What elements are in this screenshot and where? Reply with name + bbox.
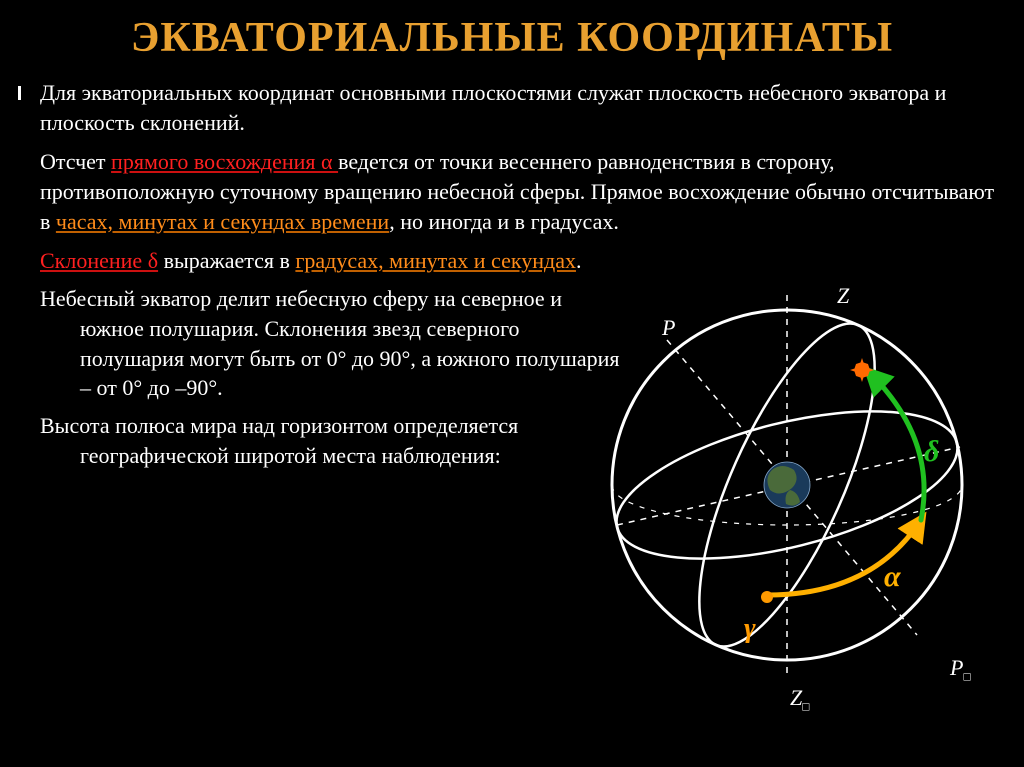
celestial-sphere-diagram: Z P Z□ P□ δ α γ (572, 265, 1002, 705)
gamma-point (761, 591, 773, 603)
t: P (950, 655, 963, 680)
t: □ (963, 669, 970, 683)
t: выражается в (158, 248, 295, 273)
para-pole-alt: Высота полюса мира над горизонтом опреде… (80, 411, 620, 470)
link-decl: Склонение δ (40, 248, 158, 273)
link-hms: часах, минутах и секундах времени (56, 209, 389, 234)
page-title: ЭКВАТОРИАЛЬНЫЕ КООРДИНАТЫ (0, 0, 1024, 70)
label-zprime: Z□ (790, 685, 810, 714)
label-p: P (662, 315, 675, 341)
label-alpha: α (884, 560, 901, 594)
para-ra: Отсчет прямого восхождения α ведется от … (40, 147, 996, 236)
label-pprime: P□ (950, 655, 971, 684)
para-hemispheres: Небесный экватор делит небесную сферу на… (80, 284, 620, 403)
label-delta: δ (924, 435, 939, 469)
para-intro: Для экваториальных координат основными п… (40, 78, 996, 137)
link-dms: градусах, минутах и секундах (295, 248, 576, 273)
sphere-svg (572, 265, 1002, 705)
star-marker (850, 358, 874, 382)
t: Z (790, 685, 802, 710)
t: □ (802, 699, 809, 713)
label-gamma: γ (744, 613, 756, 645)
label-z: Z (837, 283, 849, 309)
para-decl: Склонение δ выражается в градусах, минут… (80, 246, 620, 276)
t: , но иногда и в градусах. (389, 209, 619, 234)
link-ra: прямого восхождения α (111, 149, 338, 174)
t: Отсчет (40, 149, 111, 174)
